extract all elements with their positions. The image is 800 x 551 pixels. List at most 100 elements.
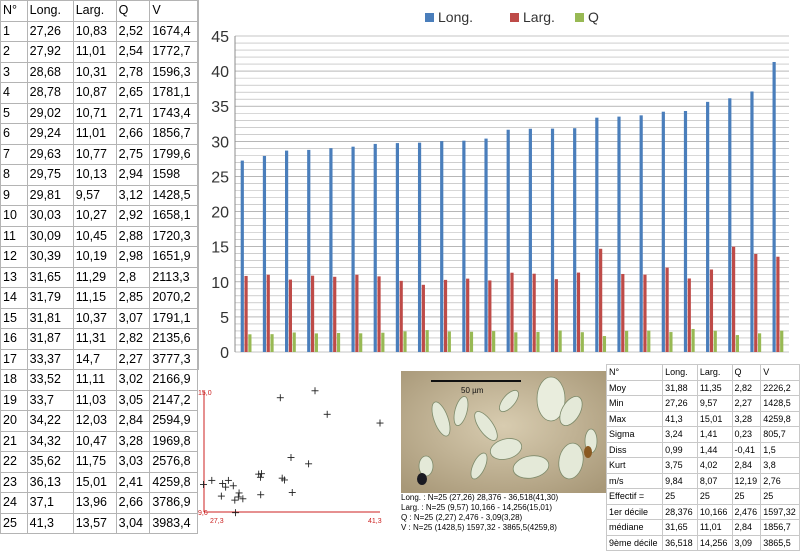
stats-cell: 12,19: [731, 472, 762, 489]
table-cell: 2,27: [115, 348, 151, 370]
microscope-photo: 50 µm: [401, 371, 606, 493]
bar-long: [351, 146, 355, 352]
scatter-point: [257, 491, 265, 499]
table-cell: 8: [0, 164, 28, 186]
table-cell: 20: [0, 410, 28, 432]
bar-larg: [576, 272, 581, 352]
stats-column-header: N°: [605, 364, 664, 381]
table-cell: 41,3: [26, 512, 74, 534]
stats-cell: 9ème décile: [605, 534, 664, 551]
bar-chart-background: [199, 0, 800, 370]
bar-larg: [244, 275, 248, 352]
table-cell: 11,31: [72, 328, 117, 350]
bar-q: [780, 330, 784, 352]
stats-row: m/s 9,84 8,07 12,19 2,76: [605, 472, 800, 489]
bar-chart-legend: Long. Larg. Q: [425, 9, 599, 25]
bar-long: [573, 128, 577, 352]
table-cell: 2,52: [115, 20, 151, 42]
bar-long: [262, 155, 267, 352]
y-tick-label: 15: [211, 240, 229, 257]
bar-long: [683, 110, 688, 352]
table-cell: 1674,4: [149, 20, 198, 42]
table-cell: 2,8: [115, 266, 151, 288]
stats-row: Effectif = 25 25 25 25: [605, 488, 800, 505]
table-cell: 22: [0, 451, 28, 473]
bar-larg: [554, 279, 558, 352]
bar-long: [528, 128, 532, 352]
table-row: 22 35,62 11,75 3,03 2576,8: [0, 451, 198, 473]
bar-long: [750, 91, 754, 352]
bar-long: [661, 111, 665, 352]
column-header: Long.: [26, 0, 74, 22]
scatter-point: [219, 480, 227, 488]
table-cell: 17: [0, 348, 28, 370]
table-row: 24 37,1 13,96 2,66 3786,9: [0, 492, 198, 514]
scatter-point: [224, 476, 232, 484]
table-row: 14 31,79 11,15 2,85 2070,2: [0, 287, 198, 309]
bar-q: [558, 330, 562, 352]
table-cell: 2,41: [115, 471, 151, 493]
table-cell: 13,57: [72, 512, 117, 534]
scatter-points: [199, 387, 384, 517]
table-cell: 27,26: [26, 20, 74, 42]
y-tick-label: 45: [211, 29, 229, 46]
legend-swatch: [575, 13, 584, 22]
table-cell: 2,66: [115, 492, 151, 514]
stats-cell: 28,376: [662, 503, 698, 520]
bar-long: [595, 117, 599, 352]
stats-cell: 0,99: [662, 441, 698, 458]
scatter-point: [288, 489, 296, 497]
table-cell: 3786,9: [149, 492, 198, 514]
table-row: 19 33,7 11,03 3,05 2147,2: [0, 389, 198, 411]
table-cell: 11,11: [72, 369, 117, 391]
stats-cell: Diss: [605, 441, 664, 458]
scatter-point: [280, 476, 288, 484]
scatter-point: [287, 454, 295, 462]
table-cell: 3,03: [115, 451, 151, 473]
table-cell: 33,37: [26, 348, 74, 370]
legend-label: Q: [588, 9, 599, 25]
table-row: 1 27,26 10,83 2,52 1674,4: [0, 20, 198, 42]
bar-q: [359, 333, 363, 352]
table-cell: 34,32: [26, 430, 74, 452]
table-cell: 34,22: [26, 410, 74, 432]
bar-larg: [466, 278, 470, 352]
stats-row: Sigma 3,24 1,41 0,23 805,7: [605, 426, 800, 443]
stats-cell: 0,23: [731, 426, 762, 443]
bar-long: [285, 150, 289, 352]
stats-row: Moy 31,88 11,35 2,82 2226,2: [605, 379, 800, 396]
bar-long: [417, 142, 422, 352]
stats-row: Max 41,3 15,01 3,28 4259,8: [605, 410, 800, 427]
stats-row: 9ème décile 36,518 14,256 3,09 3865,5: [605, 534, 800, 551]
table-cell: 30,39: [26, 246, 74, 268]
bar-long: [373, 143, 377, 352]
stats-cell: 11,35: [696, 379, 733, 396]
table-cell: 2,66: [115, 123, 151, 145]
table-cell: 16: [0, 328, 28, 350]
table-row: 16 31,87 11,31 2,82 2135,6: [0, 328, 198, 350]
stats-cell: 9,84: [662, 472, 698, 489]
table-cell: 2,94: [115, 164, 151, 186]
table-cell: 15,01: [72, 471, 117, 493]
bar-q: [602, 336, 607, 352]
table-cell: 31,81: [26, 307, 74, 329]
table-cell: 3983,4: [149, 512, 198, 534]
table-cell: 10,31: [72, 61, 117, 83]
table-cell: 2070,2: [149, 287, 198, 309]
y-tick-label: 25: [211, 169, 229, 186]
table-cell: 2166,9: [149, 369, 198, 391]
scatter-point: [235, 489, 243, 497]
scatter-point: [323, 410, 331, 418]
bar-larg: [599, 248, 603, 352]
scatter-plot: 15,0 9,6 27,3 41,3: [198, 371, 400, 533]
bar-q: [492, 331, 496, 352]
bar-larg: [266, 274, 270, 352]
bar-larg: [355, 274, 359, 352]
table-cell: 29,02: [26, 102, 74, 124]
bar-q: [691, 328, 695, 352]
table-cell: 2,84: [115, 410, 151, 432]
table-cell: 2,92: [115, 205, 151, 227]
bar-long: [484, 138, 488, 352]
table-cell: 37,1: [26, 492, 74, 514]
table-cell: 2,65: [115, 82, 151, 104]
